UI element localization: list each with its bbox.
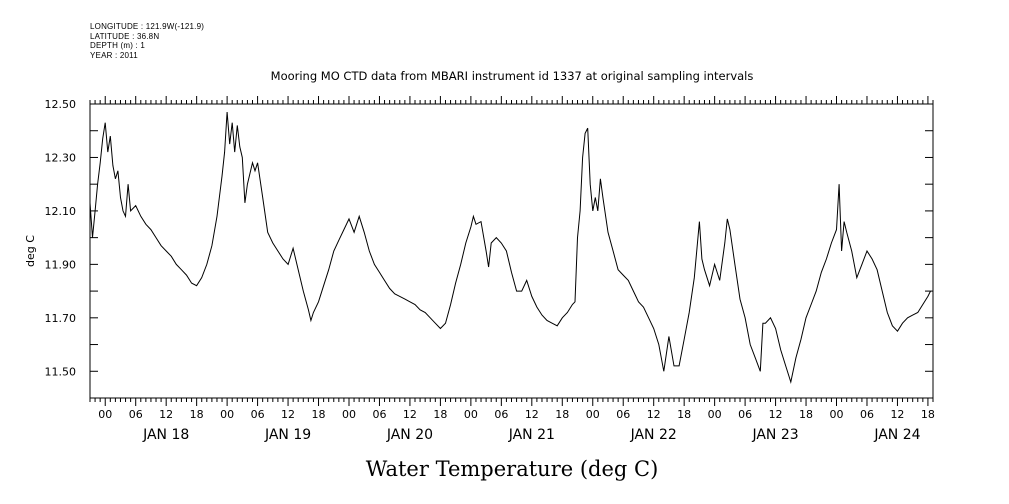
x-tick-label: 18 [555, 408, 569, 421]
x-tick-label: 06 [372, 408, 386, 421]
x-tick-label: 12 [403, 408, 417, 421]
x-tick-label: 18 [312, 408, 326, 421]
y-axis-label: deg C [24, 235, 37, 267]
x-tick-label: 12 [769, 408, 783, 421]
x-day-label: JAN 20 [386, 427, 433, 443]
x-day-label: JAN 24 [873, 427, 920, 443]
axes: 00 06 12 18 00 06 12 18 00 06 12 18 00 06 12 18 00 06 12 18… [45, 96, 935, 443]
x-day-label: JAN 19 [264, 427, 311, 443]
x-tick-label: 00 [342, 408, 356, 421]
x-tick-label: 06 [616, 408, 630, 421]
x-axis-label: Water Temperature (deg C) [366, 457, 659, 481]
x-tick-label: 00 [830, 408, 844, 421]
x-tick-label: 06 [129, 408, 143, 421]
year-text: YEAR : 2011 [90, 50, 138, 60]
longitude-text: LONGITUDE : 121.9W(-121.9) [90, 22, 205, 31]
x-tick-label: 18 [677, 408, 691, 421]
x-tick-label: 12 [281, 408, 295, 421]
x-day-label: JAN 23 [751, 427, 798, 443]
x-tick-label: 06 [860, 408, 874, 421]
y-tick-label: 11.50 [45, 365, 77, 378]
x-day-label: JAN 21 [508, 427, 555, 443]
x-day-label: JAN 18 [142, 427, 189, 443]
y-tick-label: 11.70 [45, 312, 77, 325]
x-tick-label: 18 [921, 408, 935, 421]
x-day-label: JAN 22 [630, 427, 677, 443]
metadata-block: LONGITUDE : 121.9W(-121.9) LATITUDE : 36… [90, 22, 204, 60]
series-line [89, 111, 931, 384]
x-tick-label: 06 [738, 408, 752, 421]
x-tick-label: 00 [98, 408, 112, 421]
x-tick-label: 18 [799, 408, 813, 421]
y-tick-label: 11.90 [45, 258, 77, 271]
y-tick-label: 12.10 [45, 205, 77, 218]
x-tick-label: 00 [708, 408, 722, 421]
plot-area [89, 111, 931, 384]
x-tick-label: 18 [433, 408, 447, 421]
x-tick-label: 18 [190, 408, 204, 421]
y-tick-label: 12.30 [45, 151, 77, 164]
y-tick-label: 12.50 [45, 98, 77, 111]
x-tick-label: 12 [647, 408, 661, 421]
x-tick-label: 00 [586, 408, 600, 421]
latitude-text: LATITUDE : 36.8N [90, 31, 160, 41]
chart-title: Mooring MO CTD data from MBARI instrumen… [271, 69, 754, 83]
x-tick-label: 12 [525, 408, 539, 421]
x-tick-label: 06 [251, 408, 265, 421]
x-tick-label: 00 [464, 408, 478, 421]
depth-text: DEPTH (m) : 1 [90, 41, 146, 50]
x-tick-label: 12 [890, 408, 904, 421]
x-tick-label: 06 [494, 408, 508, 421]
plot-frame [89, 103, 934, 399]
x-tick-label: 12 [159, 408, 173, 421]
x-tick-label: 00 [220, 408, 234, 421]
